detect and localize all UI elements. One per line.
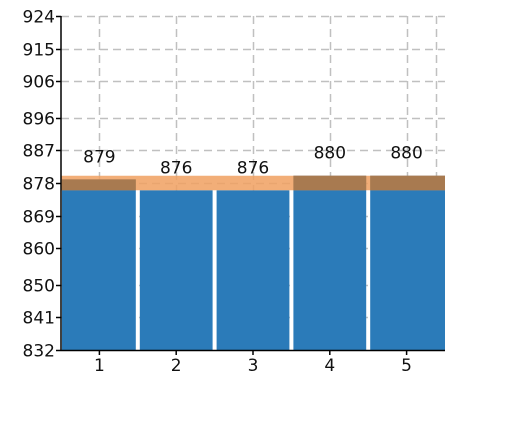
y-tick-label: 832 bbox=[23, 342, 55, 362]
reference-band bbox=[61, 175, 445, 191]
y-tick-label: 860 bbox=[23, 240, 55, 260]
y-tick-label: 887 bbox=[23, 142, 55, 162]
x-tick-label: 4 bbox=[324, 356, 335, 376]
bar-value-label: 876 bbox=[160, 158, 192, 178]
bar-value-label: 880 bbox=[390, 144, 422, 164]
y-tick-label: 878 bbox=[23, 175, 55, 195]
bar-band-overlap bbox=[293, 175, 367, 191]
y-tick-label: 915 bbox=[23, 41, 55, 61]
bar-value-label: 876 bbox=[237, 158, 269, 178]
x-tick-label: 1 bbox=[94, 356, 105, 376]
y-tick-label: 906 bbox=[23, 73, 55, 93]
bars bbox=[62, 175, 445, 350]
data-labels: 879 876 876 880 880 bbox=[83, 144, 423, 179]
y-tick-label: 896 bbox=[23, 110, 55, 130]
bar bbox=[62, 179, 136, 350]
x-tick-label: 5 bbox=[401, 356, 412, 376]
bar bbox=[216, 190, 290, 350]
bar-value-label: 880 bbox=[314, 144, 346, 164]
x-tick-label: 2 bbox=[171, 356, 182, 376]
bar-band-overlap bbox=[62, 179, 136, 191]
bar bbox=[293, 175, 367, 350]
y-tick-label: 841 bbox=[23, 309, 55, 329]
bar-value-label: 879 bbox=[83, 147, 115, 167]
x-tick-label: 3 bbox=[248, 356, 259, 376]
bar bbox=[139, 190, 213, 350]
bar bbox=[370, 175, 445, 350]
bar-band-overlap bbox=[370, 175, 445, 191]
y-tick-label: 869 bbox=[23, 208, 55, 228]
y-tick-label: 850 bbox=[23, 277, 55, 297]
axes: 832 841 850 860 869 878 887 896 906 915 924 1 2 3 4 5 bbox=[23, 8, 445, 376]
y-tick-label: 924 bbox=[23, 8, 55, 28]
